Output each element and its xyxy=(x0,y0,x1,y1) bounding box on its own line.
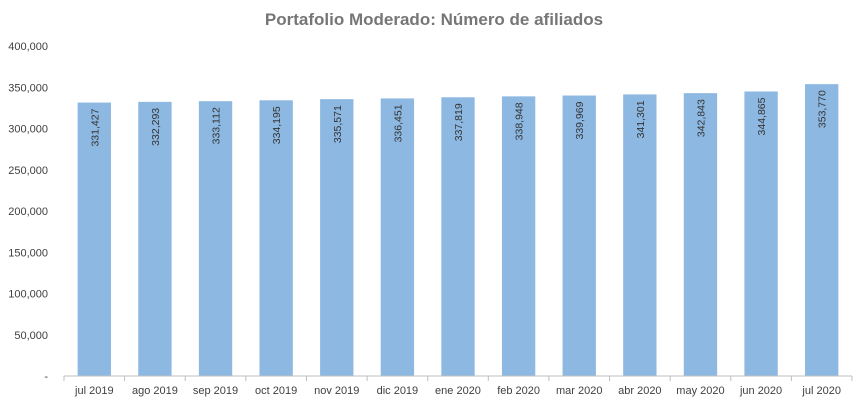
data-label: 353,770 xyxy=(817,90,829,128)
bar xyxy=(380,98,415,377)
bar xyxy=(198,101,233,376)
data-label: 334,195 xyxy=(271,106,283,144)
y-tick-label: 100,000 xyxy=(8,289,48,301)
y-tick-label: 300,000 xyxy=(8,124,48,136)
bar xyxy=(805,84,839,377)
data-label: 338,948 xyxy=(514,102,526,140)
y-axis-ticks: - 50,000 100,000 150,000 200,000 250,000 300,0… xyxy=(8,41,48,383)
data-label: 342,843 xyxy=(695,99,707,137)
data-label: 335,571 xyxy=(332,105,344,143)
y-tick-label: 200,000 xyxy=(8,206,48,218)
data-label: 339,969 xyxy=(574,101,586,139)
data-label: 333,112 xyxy=(211,107,223,144)
x-tick-label: jun 2020 xyxy=(739,385,782,397)
bar xyxy=(138,101,172,376)
y-tick-label: 50,000 xyxy=(14,330,48,342)
data-labels: 331,427 332,293 333,112 334,195 335,571 336,4… xyxy=(89,90,828,147)
data-label: 341,301 xyxy=(635,100,647,138)
x-axis-tick-marks xyxy=(63,376,853,381)
x-tick-label: may 2020 xyxy=(676,385,724,397)
data-label: 337,819 xyxy=(453,103,465,141)
y-tick-label: - xyxy=(44,371,48,383)
x-tick-label: feb 2020 xyxy=(497,385,540,397)
data-label: 332,293 xyxy=(150,108,162,146)
x-tick-label: abr 2020 xyxy=(618,385,661,397)
bar xyxy=(623,94,657,377)
x-tick-label: nov 2019 xyxy=(314,385,359,397)
bar xyxy=(744,91,778,376)
bar xyxy=(259,100,293,376)
bar xyxy=(501,96,536,377)
bar xyxy=(77,102,111,376)
y-tick-label: 250,000 xyxy=(8,165,48,177)
x-tick-label: jul 2020 xyxy=(801,385,841,397)
x-tick-label: jul 2019 xyxy=(74,385,114,397)
x-axis-ticks: jul 2019 ago 2019 sep 2019 oct 2019 nov 2019… xyxy=(74,385,841,397)
bar xyxy=(320,99,354,376)
bar xyxy=(562,95,596,376)
x-tick-label: oct 2019 xyxy=(255,385,297,397)
data-label: 336,451 xyxy=(392,104,404,142)
y-tick-label: 150,000 xyxy=(8,247,48,259)
bars xyxy=(77,84,839,377)
bar xyxy=(683,93,718,376)
x-tick-label: dic 2019 xyxy=(377,385,419,397)
y-tick-label: 400,000 xyxy=(8,41,48,53)
data-label: 331,427 xyxy=(89,108,101,146)
x-tick-label: ene 2020 xyxy=(435,385,481,397)
data-label: 344,865 xyxy=(756,97,768,135)
y-tick-label: 350,000 xyxy=(8,82,48,94)
x-tick-label: mar 2020 xyxy=(556,385,602,397)
bar xyxy=(441,97,475,377)
x-tick-label: ago 2019 xyxy=(132,385,178,397)
x-tick-label: sep 2019 xyxy=(193,385,238,397)
chart-title: Portafolio Moderado: Número de afiliados xyxy=(265,10,603,29)
